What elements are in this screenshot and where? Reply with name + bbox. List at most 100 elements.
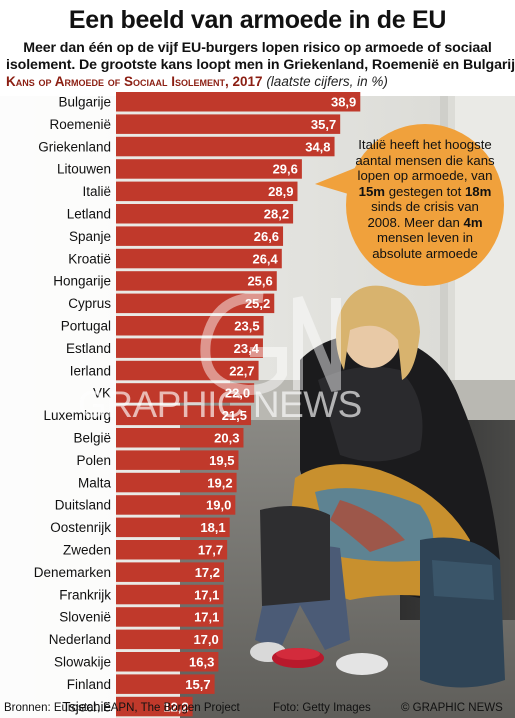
category-label: Bulgarije (58, 95, 111, 110)
bar-value-label: 20,3 (214, 431, 239, 446)
chart-title-text: Kans op Armoede of Sociaal Isolement, 20… (6, 74, 263, 89)
bar-value-label: 18,1 (200, 520, 225, 535)
bar-value-label: 26,4 (252, 251, 278, 266)
bar-value-label: 16,3 (189, 655, 214, 670)
bar (116, 114, 341, 134)
category-label: Finland (67, 677, 111, 692)
category-label: Zweden (63, 543, 111, 558)
bar-value-label: 23,5 (234, 319, 259, 334)
bar (116, 338, 263, 358)
category-label: Duitsland (55, 498, 111, 513)
bar (116, 383, 255, 403)
watermark-text: GRAPHIC NEWS (78, 384, 362, 425)
category-label: Oostenrijk (50, 520, 111, 535)
category-label: Kroatië (68, 251, 111, 266)
bar (116, 696, 193, 717)
bar (116, 92, 361, 112)
bar (116, 405, 252, 426)
category-label: Italië (82, 184, 111, 199)
callout-highlight-18m: 18m (464, 183, 492, 199)
bar-value-label: 34,8 (305, 139, 330, 154)
category-label: Ierland (70, 363, 111, 378)
category-label: VK (93, 386, 111, 401)
bar-value-label: 19,2 (207, 475, 232, 490)
bar-value-label: 21,5 (222, 408, 247, 423)
bar-value-label: 19,0 (206, 498, 231, 513)
bar (116, 472, 237, 493)
bar (116, 607, 224, 627)
callout-highlight-15m: 15m (358, 183, 386, 199)
copyright: © GRAPHIC NEWS (401, 702, 503, 714)
category-label: Cyprus (68, 296, 111, 311)
bar-value-label: 28,9 (268, 184, 293, 199)
category-label: België (73, 431, 111, 446)
category-label: Griekenland (38, 139, 111, 154)
category-label: Litouwen (57, 162, 111, 177)
bar (116, 181, 298, 202)
bar-value-label: 23,4 (234, 341, 260, 356)
bar (116, 136, 335, 157)
bar-value-label: 17,7 (198, 543, 223, 558)
bar-value-label: 28,2 (264, 207, 289, 222)
bar-value-label: 22,0 (225, 386, 250, 401)
callout-text-part-3: sinds de crisis van 2008. Meer dan (367, 199, 479, 230)
bar-value-label: 38,9 (331, 95, 356, 110)
photo-credit: Foto: Getty Images (273, 702, 371, 714)
bar (116, 248, 282, 269)
category-label: Frankrijk (59, 587, 111, 602)
category-label: Tsjechië (62, 699, 111, 714)
bar-value-label: 35,7 (311, 117, 336, 132)
bar (116, 517, 230, 538)
callout-text-part-1: Italië heeft het hoogste aantal mensen d… (355, 137, 495, 183)
graphic-news-watermark-logo (200, 292, 341, 396)
bar (116, 271, 277, 291)
category-label: Slowakije (54, 655, 111, 670)
bar (116, 540, 228, 560)
bar (116, 674, 215, 694)
bar (116, 293, 275, 314)
page-title: Een beeld van armoede in de EU (68, 6, 447, 34)
bar-value-label: 29,6 (273, 162, 298, 177)
bar-value-label: 17,1 (194, 610, 219, 625)
bar-value-label: 22,7 (229, 363, 254, 378)
bar-value-label: 17,1 (194, 587, 219, 602)
bar-value-label: 17,0 (193, 632, 218, 647)
category-label: Letland (67, 207, 111, 222)
category-label: Hongarije (53, 274, 111, 289)
category-label: Denemarken (34, 565, 111, 580)
subtitle-line-2: isolement. De grootste kans loopt men in… (6, 57, 515, 73)
category-label: Spanje (69, 229, 111, 244)
bar-value-label: 26,6 (254, 229, 279, 244)
bar (116, 316, 264, 336)
category-label: Polen (76, 453, 111, 468)
bar (116, 159, 302, 179)
bar (116, 562, 225, 582)
bar-value-label: 25,2 (245, 296, 270, 311)
callout-text-part-4: mensen leven in absolute armoede (372, 230, 478, 261)
category-label-panel (0, 92, 116, 718)
bar-value-label: 12,2 (163, 699, 188, 714)
bar-value-label: 19,5 (209, 453, 234, 468)
sources-text: Bronnen: Eurostat, EAPN, The Borgen Proj… (4, 702, 240, 714)
category-label: Slovenië (59, 610, 111, 625)
footer: Bronnen: Eurostat, EAPN, The Borgen Proj… (0, 700, 515, 718)
bar (116, 629, 223, 650)
callout-pointer (315, 168, 355, 196)
callout-highlight-4m: 4m (463, 214, 483, 230)
italy-callout-text: Italië heeft het hoogste aantal mensen d… (355, 137, 495, 261)
category-label: Luxemburg (43, 408, 111, 423)
chart-unit: (laatste cijfers, in %) (266, 74, 388, 89)
category-label: Malta (78, 475, 112, 490)
bar (116, 226, 284, 246)
category-label: Roemenië (49, 117, 111, 132)
bar (116, 450, 239, 470)
chart-title: Kans op Armoede of Sociaal Isolement, 20… (6, 74, 509, 89)
bar-value-label: 17,2 (195, 565, 220, 580)
bar (116, 428, 244, 448)
callout-text-part-2: gestegen tot (385, 183, 465, 199)
category-label: Nederland (49, 632, 111, 647)
bar (116, 495, 236, 515)
category-label: Estland (66, 341, 111, 356)
